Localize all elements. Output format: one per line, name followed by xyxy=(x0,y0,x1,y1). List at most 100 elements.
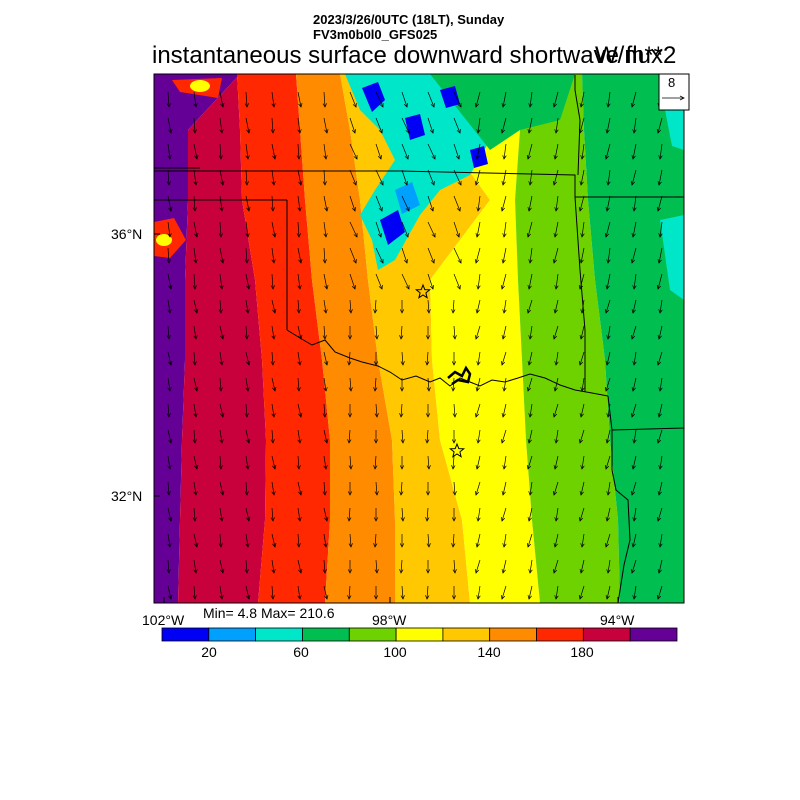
wind-vector xyxy=(657,403,663,418)
cloud-patch-blue-1 xyxy=(362,82,385,112)
wind-vector xyxy=(500,351,507,366)
wind-vector xyxy=(606,325,611,340)
wind-vector xyxy=(245,533,250,548)
wind-vector xyxy=(476,195,481,212)
wind-vector xyxy=(322,247,327,264)
wind-vector xyxy=(193,559,198,574)
wind-vector xyxy=(425,507,430,522)
wind-vector xyxy=(474,403,481,418)
wind-vector xyxy=(166,403,171,418)
wind-vector xyxy=(219,195,224,212)
wind-vector xyxy=(374,481,379,496)
wind-vector xyxy=(475,377,481,392)
wind-vector xyxy=(453,91,462,108)
wind-vector xyxy=(630,403,637,418)
wind-vector xyxy=(451,352,457,366)
wind-vector xyxy=(631,221,637,238)
wind-vector xyxy=(501,169,507,186)
wind-vector xyxy=(605,429,611,444)
wind-vector xyxy=(192,351,197,366)
min-max-readout: Min= 4.8 Max= 210.6 xyxy=(203,605,335,621)
wind-vector xyxy=(554,195,559,212)
wind-vector xyxy=(552,325,559,340)
wind-vector xyxy=(296,221,301,238)
wind-vector xyxy=(526,143,533,160)
wind-vector xyxy=(167,143,172,160)
wind-vector xyxy=(631,455,637,470)
wind-vector xyxy=(580,533,585,548)
wind-vector xyxy=(297,559,303,574)
wind-vector xyxy=(219,247,225,264)
green-band xyxy=(582,74,684,603)
wind-vector xyxy=(399,534,405,548)
wind-vector xyxy=(427,221,436,238)
wind-vector xyxy=(193,143,199,160)
wind-vector xyxy=(658,143,663,160)
wind-vector xyxy=(244,325,249,340)
wind-vector xyxy=(632,585,637,600)
wind-vector xyxy=(375,91,384,108)
wind-vector xyxy=(631,299,637,314)
wind-vector xyxy=(192,117,197,134)
snow-core-west-2 xyxy=(190,80,210,92)
wind-vector xyxy=(349,247,357,264)
wind-vector xyxy=(322,403,327,418)
wind-vector xyxy=(349,221,358,238)
wind-vector xyxy=(373,586,379,600)
wind-vector xyxy=(502,533,507,548)
wind-vector xyxy=(474,481,481,496)
wind-vector xyxy=(578,507,585,522)
wind-vector xyxy=(167,507,173,522)
wind-vector xyxy=(297,169,303,186)
wind-vector xyxy=(578,429,585,444)
colorbar-swatch xyxy=(208,627,257,642)
wind-vector xyxy=(297,507,302,522)
colorbar-label-20: 20 xyxy=(201,644,217,660)
wind-vector xyxy=(528,247,533,264)
wind-vector xyxy=(502,299,507,314)
wind-vector xyxy=(349,273,356,290)
wind-vector xyxy=(271,299,277,314)
wind-vector xyxy=(632,507,637,522)
wind-vector xyxy=(400,351,405,366)
wind-vector xyxy=(527,429,533,444)
wind-vector xyxy=(453,143,460,160)
wind-vector xyxy=(373,455,378,470)
wind-vector xyxy=(297,429,302,444)
wind-vector xyxy=(579,559,585,574)
wind-vector xyxy=(373,430,379,444)
wind-vector xyxy=(657,325,663,340)
wind-vector xyxy=(401,91,408,108)
wind-vector xyxy=(451,508,457,522)
wind-vector xyxy=(426,533,431,548)
wind-vector xyxy=(349,195,356,212)
wind-vector xyxy=(399,300,405,314)
wind-vector xyxy=(604,533,611,548)
wind-vector xyxy=(526,299,533,314)
wind-vector xyxy=(527,507,533,522)
wind-vector xyxy=(322,481,327,496)
wind-vector xyxy=(245,351,251,366)
wind-vector xyxy=(453,169,462,186)
wind-vector xyxy=(453,195,461,212)
wind-vector xyxy=(245,507,251,522)
wind-vector xyxy=(374,403,379,418)
wind-vector xyxy=(632,117,637,134)
wind-vector xyxy=(193,325,198,340)
wind-vector xyxy=(658,455,663,470)
wind-vector xyxy=(426,455,431,470)
wind-vector xyxy=(374,559,379,574)
wind-vector xyxy=(453,273,461,290)
wind-vector xyxy=(297,247,303,264)
wind-vector xyxy=(297,91,303,108)
wind-vector xyxy=(399,403,404,418)
wind-vector xyxy=(297,273,302,290)
wind-vector xyxy=(348,455,353,470)
colorbar-label-140: 140 xyxy=(477,644,501,660)
wind-vector xyxy=(553,221,559,238)
wind-vector xyxy=(475,533,481,548)
wind-vector xyxy=(219,273,224,290)
wind-vector xyxy=(348,533,353,548)
wind-vector xyxy=(245,117,251,134)
wind-vector xyxy=(502,143,507,160)
